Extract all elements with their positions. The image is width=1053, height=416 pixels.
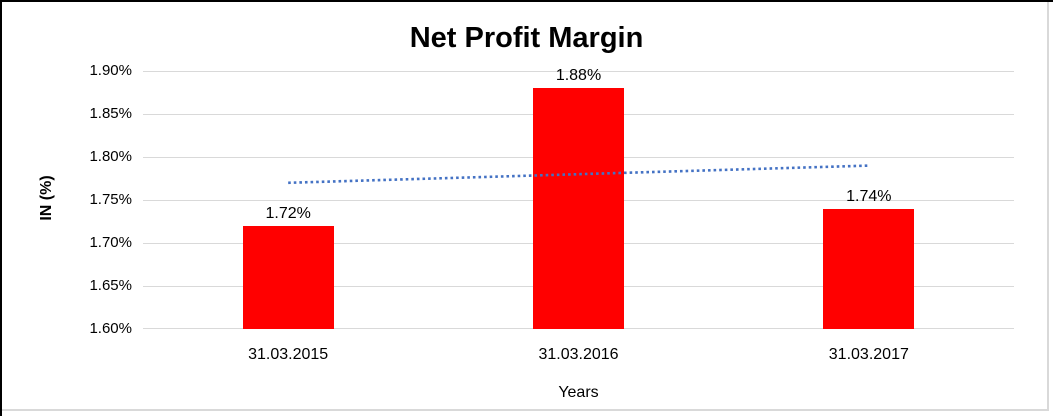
bar-data-label: 1.72% — [265, 204, 311, 222]
bar-data-label: 1.88% — [555, 67, 602, 85]
y-tick-label: 1.70% — [89, 234, 132, 251]
cell-border-top — [0, 0, 1053, 2]
y-tick-label: 1.80% — [89, 148, 132, 165]
bar — [242, 225, 334, 329]
bar — [823, 208, 915, 329]
y-tick-label: 1.65% — [89, 277, 132, 294]
x-axis-title: Years — [558, 384, 599, 401]
y-tick-label: 1.85% — [89, 105, 132, 122]
bar — [533, 88, 624, 329]
y-tick-label: 1.60% — [89, 320, 132, 337]
chart-title: Net Profit Margin — [409, 22, 644, 54]
y-tick-label: 1.75% — [89, 191, 132, 208]
x-tick-label: 31.03.2015 — [248, 346, 329, 363]
gridline — [143, 71, 1014, 72]
y-tick-label: 1.90% — [89, 62, 132, 79]
x-tick-label: 31.03.2016 — [538, 346, 619, 363]
x-tick-label: 31.03.2017 — [828, 346, 909, 363]
bar-data-label: 1.74% — [846, 187, 892, 205]
cell-border-left — [0, 0, 2, 416]
plot-area: 1.72% 1.88% 1.74% — [143, 67, 1014, 329]
trendline — [288, 164, 869, 185]
